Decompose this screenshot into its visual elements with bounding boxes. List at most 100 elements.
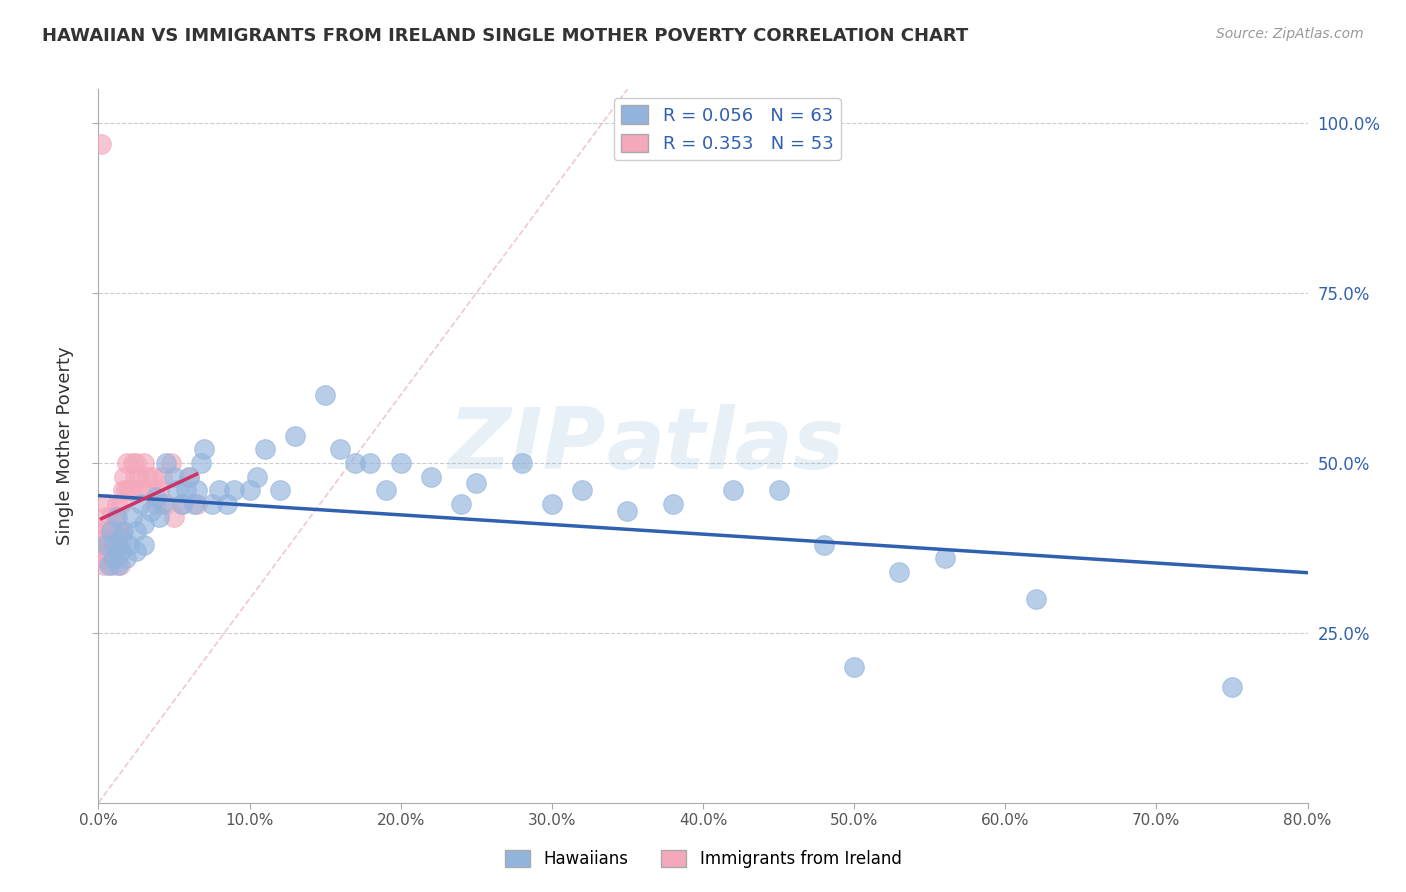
Point [93,558,115,572]
Point [768,483,790,498]
Point [389,456,412,470]
Point [103,537,125,551]
Point [110,544,132,558]
Point [104,537,127,551]
Point [155,456,177,470]
Point [122,456,145,470]
Point [107,537,129,551]
Point [118,537,141,551]
Point [155,497,177,511]
Point [103,544,125,558]
Point [112,469,135,483]
Point [224,483,246,498]
Point [360,456,382,470]
Point [107,558,129,572]
Point [129,497,152,511]
Text: HAWAIIAN VS IMMIGRANTS FROM IRELAND SINGLE MOTHER POVERTY CORRELATION CHART: HAWAIIAN VS IMMIGRANTS FROM IRELAND SING… [42,27,969,45]
Point [100,537,122,551]
Point [96,497,118,511]
Point [269,483,291,498]
Point [374,483,396,498]
Point [616,503,638,517]
Point [94,531,117,545]
Point [166,483,188,498]
Point [284,429,307,443]
Point [148,510,170,524]
Point [118,483,141,498]
Point [148,483,170,498]
Point [125,524,148,538]
Point [145,497,167,511]
Point [239,483,262,498]
Point [132,537,155,551]
Point [110,497,132,511]
Point [889,565,911,579]
Point [253,442,276,457]
Point [132,517,155,532]
Point [101,544,124,558]
Point [723,483,745,498]
Point [150,469,173,483]
Point [93,544,115,558]
Point [96,524,118,538]
Point [111,483,134,498]
Point [104,510,127,524]
Point [90,537,112,551]
Point [510,456,533,470]
Point [540,497,562,511]
Point [105,497,128,511]
Point [91,524,114,538]
Point [661,497,683,511]
Text: ZIP: ZIP [449,404,606,488]
Point [110,531,132,545]
Point [170,497,193,511]
Point [186,497,208,511]
Point [105,524,128,538]
Point [193,442,215,457]
Point [179,469,201,483]
Point [105,510,128,524]
Point [813,537,835,551]
Point [115,456,138,470]
Point [110,524,132,538]
Point [125,544,148,558]
Text: Source: ZipAtlas.com: Source: ZipAtlas.com [1216,27,1364,41]
Point [121,483,143,498]
Point [111,524,134,538]
Point [186,483,208,498]
Point [135,469,157,483]
Point [190,456,212,470]
Point [103,551,125,566]
Point [98,537,121,551]
Point [420,469,443,483]
Point [128,469,150,483]
Point [142,469,165,483]
Point [139,483,162,498]
Point [571,483,593,498]
Point [125,456,148,470]
Point [170,497,193,511]
Point [124,469,146,483]
Point [145,490,167,504]
Point [329,442,352,457]
Point [246,469,269,483]
Point [465,476,488,491]
Point [314,388,336,402]
Point [114,551,136,566]
Legend: Hawaiians, Immigrants from Ireland: Hawaiians, Immigrants from Ireland [498,843,908,875]
Point [183,497,205,511]
Point [94,551,117,566]
Point [163,469,186,483]
Point [344,456,367,470]
Text: atlas: atlas [606,404,845,488]
Point [215,497,238,511]
Point [103,524,125,538]
Y-axis label: Single Mother Poverty: Single Mother Poverty [56,347,75,545]
Point [100,524,122,538]
Point [129,483,152,498]
Point [100,524,122,538]
Point [174,483,197,498]
Legend: R = 0.056   N = 63, R = 0.353   N = 53: R = 0.056 N = 63, R = 0.353 N = 53 [614,98,841,161]
Point [160,456,183,470]
Point [101,558,124,572]
